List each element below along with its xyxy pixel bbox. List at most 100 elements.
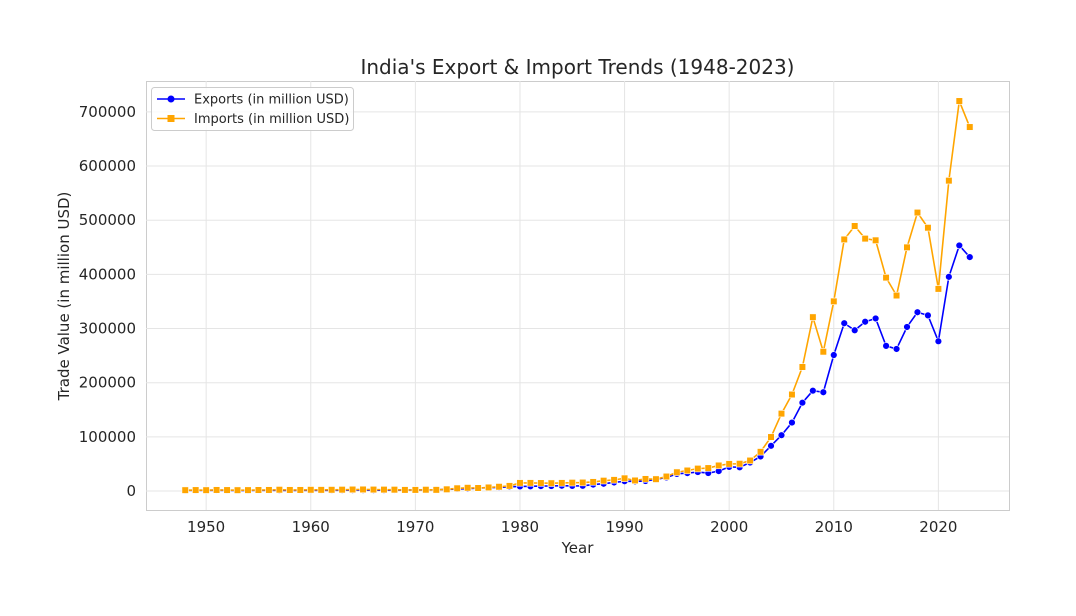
data-point xyxy=(359,485,367,494)
data-point xyxy=(892,345,901,353)
y-tick-label: 0 xyxy=(126,482,136,500)
data-point xyxy=(830,297,838,305)
data-point xyxy=(777,410,786,418)
legend-box xyxy=(151,87,354,131)
data-point xyxy=(432,486,440,494)
legend-exports-marker xyxy=(167,95,175,103)
data-point xyxy=(913,208,922,217)
data-point xyxy=(840,235,848,244)
series-layer xyxy=(181,97,974,495)
legend: Exports (in million USD) Imports (in mil… xyxy=(151,87,354,131)
data-point xyxy=(767,442,775,450)
data-point xyxy=(202,486,210,494)
legend-imports-marker xyxy=(167,115,175,122)
data-point xyxy=(725,460,733,468)
data-point xyxy=(840,319,848,327)
legend-entry-imports: Imports (in million USD) xyxy=(157,112,349,127)
data-point xyxy=(903,243,911,251)
data-point xyxy=(798,398,807,407)
data-point xyxy=(872,236,880,244)
legend-exports-label: Exports (in million USD) xyxy=(194,93,349,108)
data-point xyxy=(579,478,587,487)
y-tick-label: 700000 xyxy=(79,103,136,121)
data-point xyxy=(286,486,294,494)
y-tick-label: 100000 xyxy=(79,428,136,446)
data-point xyxy=(715,461,723,470)
data-point xyxy=(662,472,671,481)
series-imports xyxy=(181,97,974,494)
data-point xyxy=(328,486,336,494)
data-point xyxy=(317,486,325,494)
data-point xyxy=(861,235,869,243)
data-point xyxy=(777,431,786,439)
data-point xyxy=(484,483,493,492)
data-point xyxy=(526,479,535,487)
data-point xyxy=(254,486,263,494)
data-point xyxy=(704,464,712,472)
data-point xyxy=(903,323,911,331)
data-point xyxy=(683,466,691,475)
data-point xyxy=(871,314,880,323)
data-point xyxy=(882,342,890,350)
data-point xyxy=(746,456,754,465)
x-tick-label: 1970 xyxy=(396,518,434,536)
data-point xyxy=(924,311,932,320)
data-point xyxy=(861,318,869,326)
data-point xyxy=(411,486,419,494)
data-point xyxy=(830,351,838,359)
y-axis-ticks: 0 100000 200000 300000 400000 500000 600000 700… xyxy=(79,103,136,500)
y-tick-label: 600000 xyxy=(79,157,136,175)
plot-area xyxy=(146,81,1010,511)
x-axis-ticks: 1950 1960 1970 1980 1990 2000 2010 2020 xyxy=(187,518,957,536)
data-point xyxy=(955,241,964,250)
data-point xyxy=(819,348,827,356)
data-point xyxy=(673,468,681,476)
data-point xyxy=(620,474,629,482)
data-point xyxy=(955,97,963,105)
data-point xyxy=(547,479,555,487)
data-point xyxy=(694,465,702,473)
data-point xyxy=(589,478,597,486)
data-point xyxy=(945,177,953,185)
data-point xyxy=(945,273,953,281)
data-point xyxy=(756,448,765,456)
data-point xyxy=(338,486,346,494)
data-point xyxy=(851,222,859,230)
legend-entry-exports: Exports (in million USD) xyxy=(157,93,349,108)
x-tick-label: 1980 xyxy=(501,518,539,536)
data-point xyxy=(568,479,576,487)
data-point xyxy=(736,460,744,468)
data-point xyxy=(934,337,943,345)
data-point xyxy=(348,485,357,494)
data-point xyxy=(380,486,388,494)
x-tick-label: 2010 xyxy=(815,518,853,536)
data-point xyxy=(851,326,859,334)
data-point xyxy=(369,485,378,494)
data-point xyxy=(934,285,942,293)
data-point xyxy=(809,313,817,321)
x-tick-label: 1960 xyxy=(292,518,330,536)
data-point xyxy=(819,388,828,396)
legend-imports-label: Imports (in million USD) xyxy=(194,112,349,127)
data-point xyxy=(192,486,200,494)
data-point xyxy=(631,476,639,485)
data-point xyxy=(767,433,775,441)
data-point xyxy=(788,390,796,399)
data-point xyxy=(882,274,890,282)
x-tick-label: 2020 xyxy=(919,518,957,536)
data-point xyxy=(537,479,545,487)
series-imports-line xyxy=(185,100,971,491)
grid-lines xyxy=(146,81,1009,510)
y-tick-label: 500000 xyxy=(79,211,136,229)
y-axis-label: Trade Value (in million USD) xyxy=(55,192,73,402)
data-point xyxy=(892,291,901,300)
chart-title: India's Export & Import Trends (1948-202… xyxy=(360,55,794,79)
x-tick-label: 2000 xyxy=(710,518,748,536)
data-point xyxy=(233,486,242,494)
data-point xyxy=(265,486,273,494)
data-point xyxy=(558,479,566,487)
data-point xyxy=(788,418,796,427)
data-point xyxy=(307,486,315,494)
data-point xyxy=(652,475,660,483)
data-point xyxy=(296,486,304,494)
